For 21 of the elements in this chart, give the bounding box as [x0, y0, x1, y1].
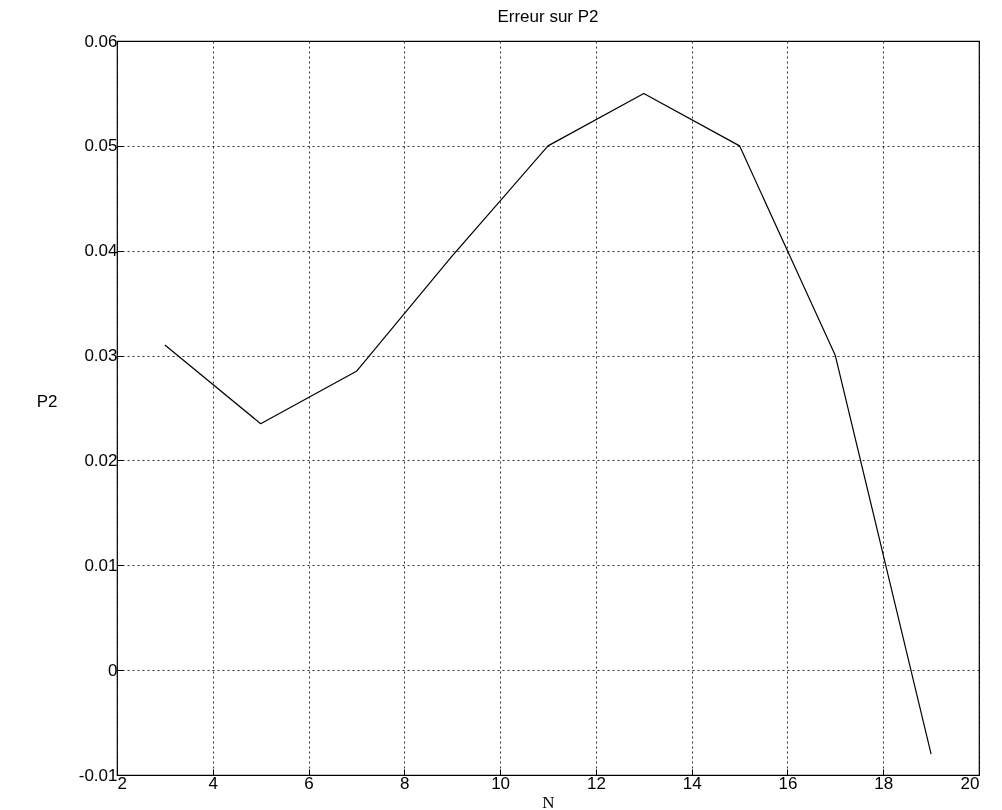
x-tick-label: 6 [304, 773, 314, 793]
x-tick-label: 12 [586, 773, 606, 793]
y-tick-label: 0.01 [84, 555, 118, 575]
x-tick-label: 14 [682, 773, 702, 793]
y-tick-label: 0.06 [84, 31, 118, 51]
x-axis-title: N [542, 792, 555, 810]
y-tick-label: 0.05 [84, 136, 118, 156]
x-tick-label: 18 [874, 773, 894, 793]
y-tick-label: -0.01 [78, 765, 118, 785]
x-tick-label: 4 [208, 773, 219, 793]
y-tick-label: 0.02 [84, 450, 118, 470]
x-tick-label: 2 [117, 773, 127, 793]
x-tick-label: 8 [400, 773, 410, 793]
y-tick-label: 0.04 [84, 241, 118, 261]
x-tick-label: 16 [778, 773, 798, 793]
y-axis-title: P2 [36, 391, 58, 411]
x-tick-label: 20 [960, 773, 980, 793]
x-tick-label: 10 [491, 773, 511, 793]
y-tick-label: 0 [108, 660, 118, 680]
y-tick-label: 0.03 [84, 346, 118, 366]
chart-title: Erreur sur P2 [497, 7, 599, 26]
